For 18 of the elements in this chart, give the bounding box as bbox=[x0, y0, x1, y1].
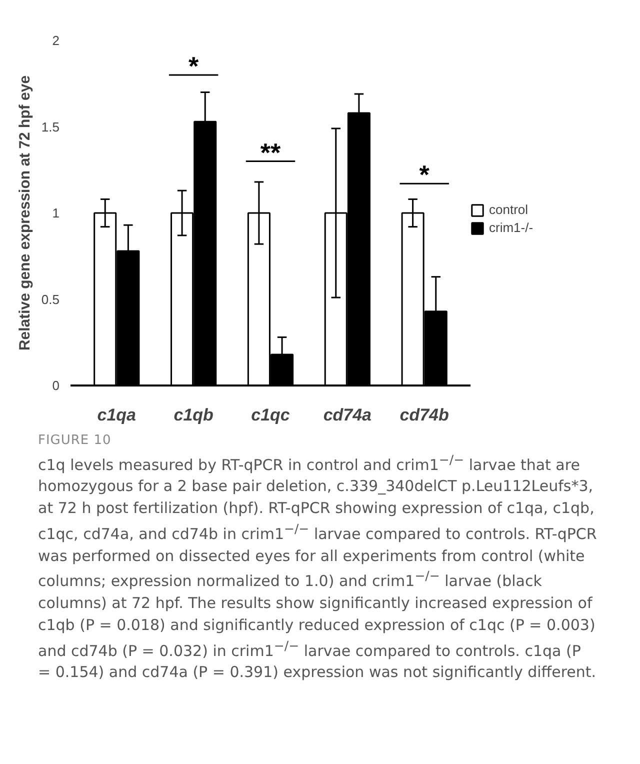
legend-label: control bbox=[489, 202, 528, 217]
y-tick-label: 1.5 bbox=[41, 119, 60, 134]
annotation: * bbox=[419, 160, 430, 190]
y-tick-label: 0.5 bbox=[41, 292, 60, 307]
x-tick-label: cd74b bbox=[400, 406, 449, 424]
annotation: * bbox=[188, 51, 200, 81]
y-tick-label: 2 bbox=[52, 33, 60, 48]
text: c1q levels measured by RT-qPCR in control and crim1$^{−/−}$ larvae that are homozygous for a 2 base pair deletion, c.339_340delCT p.Leu112Leufs*3, at 72 h post fertilization (hpf). RT-qPCR showing expression of c1qa, c1qb, c1qc, cd74a, and cd74b in crim1$^{−/−}$ larvae compared to controls. RT-qPCR was performed on dissected eyes for all experiments from control (white columns; expression normalized to 1.0) and crim1$^{−/−}$ larvae (black columns) at 72 hpf. The results show significantly increased expression of c1qb (P = 0.018) and significantly reduced expression of c1qc (P = 0.003) and cd74b (P = 0.032) in crim1$^{−/−}$ larvae compared to controls. c1qa (P = 0.154) and cd74a (P = 0.391) expression was not significantly different. bbox=[38, 452, 597, 682]
legend-label: crim1-/- bbox=[489, 220, 534, 235]
annotation: ** bbox=[260, 137, 282, 168]
y-tick-label: 1 bbox=[52, 206, 60, 220]
x-tick-label: cd74a bbox=[323, 406, 372, 424]
y-axis-title: Relative gene expression at 72 hpf eye bbox=[16, 75, 34, 351]
caption: FIGURE 10 bbox=[38, 432, 112, 450]
x-tick-label: c1qc bbox=[251, 406, 290, 424]
x-tick-label: c1qa bbox=[97, 406, 136, 424]
y-tick-label: 0 bbox=[52, 378, 60, 393]
x-tick-label: c1qb bbox=[174, 406, 214, 424]
